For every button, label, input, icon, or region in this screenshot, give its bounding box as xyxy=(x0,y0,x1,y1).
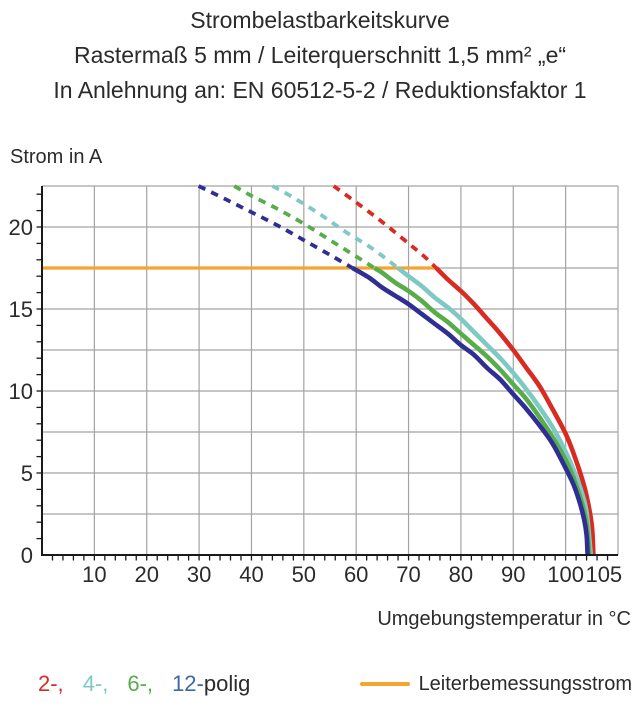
title-line-2: Rastermaß 5 mm / Leiterquerschnitt 1,5 m… xyxy=(73,42,567,68)
svg-text:20: 20 xyxy=(9,215,33,240)
chart-title-block: Strombelastbarkeitskurve Rastermaß 5 mm … xyxy=(0,3,640,108)
svg-text:5: 5 xyxy=(21,461,33,486)
svg-text:40: 40 xyxy=(239,562,263,587)
axis-ticks xyxy=(36,193,609,561)
svg-text:50: 50 xyxy=(292,562,316,587)
chart-legend: 2-, 4-, 6-, 12- polig Leiterbemessungsst… xyxy=(38,671,632,697)
x-axis-title: Umgebungstemperatur in °C xyxy=(377,608,631,630)
y-tick-labels: 0 5 10 15 20 xyxy=(9,215,33,568)
y-axis-title: Strom in A xyxy=(10,146,103,168)
axes xyxy=(41,186,618,556)
svg-text:30: 30 xyxy=(187,562,211,587)
grid-lines xyxy=(42,185,619,555)
svg-text:0: 0 xyxy=(21,543,33,568)
series-12-polig xyxy=(197,184,590,556)
svg-text:10: 10 xyxy=(82,562,106,587)
rated-current-legend: Leiterbemessungsstrom xyxy=(359,672,632,696)
rated-current-line-swatch xyxy=(359,682,410,686)
svg-text:105: 105 xyxy=(585,562,622,587)
svg-text:10: 10 xyxy=(9,379,33,404)
title-line-3: In Anlehnung an: EN 60512-5-2 / Reduktio… xyxy=(53,77,587,103)
legend-pole-6: 6-, xyxy=(127,671,154,696)
rated-current-label: Leiterbemessungsstrom xyxy=(418,672,632,695)
series-4-polig xyxy=(271,184,594,556)
legend-pole-12: 12- xyxy=(172,671,204,696)
svg-text:20: 20 xyxy=(134,562,158,587)
svg-text:70: 70 xyxy=(396,562,420,587)
svg-text:100: 100 xyxy=(547,562,584,587)
svg-text:60: 60 xyxy=(344,562,368,587)
series-6-polig xyxy=(233,184,592,556)
series-2-polig xyxy=(332,184,596,556)
legend-pole-4: 4-, xyxy=(82,671,109,696)
legend-pole-suffix: polig xyxy=(203,671,251,696)
svg-text:90: 90 xyxy=(501,562,525,587)
title-line-1: Strombelastbarkeitskurve xyxy=(190,7,450,33)
svg-text:15: 15 xyxy=(9,297,33,322)
legend-pole-2: 2-, xyxy=(38,671,64,696)
x-tick-labels: 10 20 30 40 50 60 70 80 90 100 105 xyxy=(82,562,622,587)
svg-text:80: 80 xyxy=(449,562,473,587)
